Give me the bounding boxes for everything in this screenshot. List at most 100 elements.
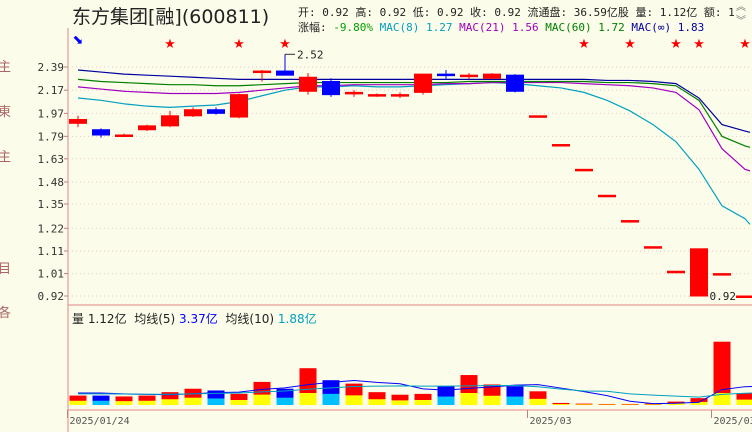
change-label: 涨幅: <box>298 21 327 34</box>
mac8-label: MAC(8) <box>379 21 420 34</box>
y-tick-label: 1.22 <box>38 222 65 235</box>
annotation-label: 0.92 <box>710 290 737 303</box>
volume-bar-segment <box>552 404 570 405</box>
volume-bar-segment <box>138 400 156 405</box>
candle-body <box>437 73 455 77</box>
candle-body <box>138 125 156 131</box>
volume-bar-segment <box>368 399 386 405</box>
volume-bar-segment <box>230 399 248 405</box>
ma5-value: 3.37亿 <box>179 312 218 326</box>
open-label: 开: <box>298 6 316 19</box>
change-value: -9.80% <box>333 21 373 34</box>
star-marker: ★ <box>233 37 245 52</box>
close-label: 收: <box>470 6 488 19</box>
scroll-up-icon[interactable]: ︽ <box>736 2 746 13</box>
candle-body <box>69 119 87 124</box>
volume-bar <box>414 393 432 405</box>
candle-body <box>414 73 432 93</box>
side-char-1: 主 <box>0 60 12 75</box>
quote-row-1: 开: 0.92 高: 0.92 低: 0.92 收: 0.92 流通盘: 36.… <box>298 4 735 20</box>
open-value: 0.92 <box>322 6 349 19</box>
volume-bar <box>621 403 639 405</box>
star-marker: ★ <box>739 37 751 52</box>
volume-bar-segment <box>207 398 225 405</box>
amount-value: 1 <box>728 6 735 19</box>
ma5-label: 均线(5) <box>134 312 176 326</box>
candle-body <box>552 144 570 147</box>
volume-value: 1.12亿 <box>659 6 698 19</box>
candle-body <box>161 115 179 127</box>
star-marker: ★ <box>670 37 682 52</box>
volume-bar <box>598 403 616 405</box>
volume-bar-segment <box>529 398 547 405</box>
mac60-value: 1.72 <box>598 21 625 34</box>
candle-body <box>644 246 662 249</box>
candle-body <box>483 73 501 79</box>
candle-body <box>529 115 547 118</box>
y-tick-label: 1.97 <box>38 107 65 120</box>
quote-row-2: 涨幅: -9.80% MAC(8) 1.27 MAC(21) 1.56 MAC(… <box>298 19 704 35</box>
mac21-value: 1.56 <box>512 21 539 34</box>
y-tick-label: 1.63 <box>38 153 65 166</box>
corner-arrow-icon: ⬊ <box>73 33 84 48</box>
star-marker: ★ <box>164 37 176 52</box>
price-panel <box>68 28 752 305</box>
volume-bar <box>690 398 708 405</box>
volume-label: 量: <box>635 6 654 19</box>
candle-body <box>299 76 317 92</box>
candle-body <box>598 194 616 198</box>
volume-bar-segment <box>483 395 501 405</box>
high-label: 高: <box>355 6 373 19</box>
candle-body <box>115 134 133 138</box>
y-tick-label: 2.17 <box>38 84 65 97</box>
volume-bar-segment <box>69 400 87 405</box>
candle-body <box>92 129 110 136</box>
x-tick-label: 2025/03/14 <box>714 416 752 427</box>
volume-bar-segment <box>736 399 752 405</box>
volume-bar <box>552 402 570 405</box>
volume-bar <box>115 396 133 405</box>
side-char-3: 主 <box>0 150 12 165</box>
ma10-label: 均线(10) <box>225 312 275 326</box>
volume-bar-segment <box>575 404 593 405</box>
volume-bar-segment <box>506 396 524 405</box>
volume-bar-segment <box>713 393 731 405</box>
low-label: 低: <box>412 6 431 19</box>
volume-bar <box>575 403 593 405</box>
y-tick-label: 2.39 <box>38 61 65 74</box>
candle-body <box>253 70 271 74</box>
candle-body <box>207 109 225 114</box>
volume-bar <box>644 403 662 405</box>
volume-bar-segment <box>414 399 432 405</box>
low-value: 0.92 <box>437 6 464 19</box>
volume-bar-segment <box>115 401 133 405</box>
candle-body <box>460 74 478 78</box>
volume-bar <box>230 393 248 405</box>
volume-bar-segment <box>322 393 340 405</box>
volume-header: 量 1.12亿 均线(5) 3.37亿 均线(10) 1.88亿 <box>72 310 317 327</box>
candle-body <box>667 270 685 274</box>
volume-bar-segment <box>460 393 478 405</box>
volume-bar-segment <box>391 400 409 405</box>
candle-body <box>322 80 340 96</box>
candle-body <box>690 248 708 297</box>
volume-bar <box>69 395 87 405</box>
volume-bar-segment <box>437 396 455 405</box>
y-tick-label: 1.79 <box>38 130 65 143</box>
candle-body <box>575 168 593 172</box>
volume-bar <box>138 395 156 405</box>
side-char-4: 目 <box>0 262 12 277</box>
mac21-label: MAC(21) <box>459 21 506 34</box>
candle-body <box>345 91 363 95</box>
volume-bar-segment <box>345 395 363 405</box>
vol-value: 1.12亿 <box>87 312 127 326</box>
y-tick-label: 0.92 <box>38 290 65 303</box>
volume-bar <box>92 395 110 405</box>
scroll-down-icon[interactable]: ︾ <box>736 16 746 27</box>
ma10-value: 1.88亿 <box>277 312 317 326</box>
float-value: 36.59亿股 <box>573 6 629 19</box>
candle-body <box>184 109 202 117</box>
volume-bar-segment <box>644 404 662 405</box>
candle-body <box>506 74 524 92</box>
